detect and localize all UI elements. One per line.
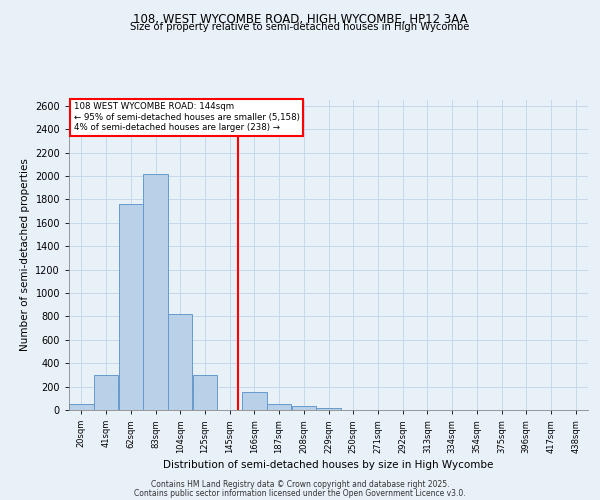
X-axis label: Distribution of semi-detached houses by size in High Wycombe: Distribution of semi-detached houses by … bbox=[163, 460, 494, 470]
Bar bbox=[267, 404, 291, 410]
Text: 108 WEST WYCOMBE ROAD: 144sqm
← 95% of semi-detached houses are smaller (5,158)
: 108 WEST WYCOMBE ROAD: 144sqm ← 95% of s… bbox=[74, 102, 299, 132]
Bar bbox=[168, 314, 193, 410]
Bar bbox=[69, 404, 94, 410]
Text: 108, WEST WYCOMBE ROAD, HIGH WYCOMBE, HP12 3AA: 108, WEST WYCOMBE ROAD, HIGH WYCOMBE, HP… bbox=[133, 12, 467, 26]
Bar bbox=[193, 375, 217, 410]
Text: Size of property relative to semi-detached houses in High Wycombe: Size of property relative to semi-detach… bbox=[130, 22, 470, 32]
Bar bbox=[119, 204, 143, 410]
Bar bbox=[242, 392, 266, 410]
Bar bbox=[316, 408, 341, 410]
Y-axis label: Number of semi-detached properties: Number of semi-detached properties bbox=[20, 158, 29, 352]
Text: Contains HM Land Registry data © Crown copyright and database right 2025.: Contains HM Land Registry data © Crown c… bbox=[151, 480, 449, 489]
Text: Contains public sector information licensed under the Open Government Licence v3: Contains public sector information licen… bbox=[134, 488, 466, 498]
Bar bbox=[143, 174, 167, 410]
Bar bbox=[94, 375, 118, 410]
Bar bbox=[292, 406, 316, 410]
